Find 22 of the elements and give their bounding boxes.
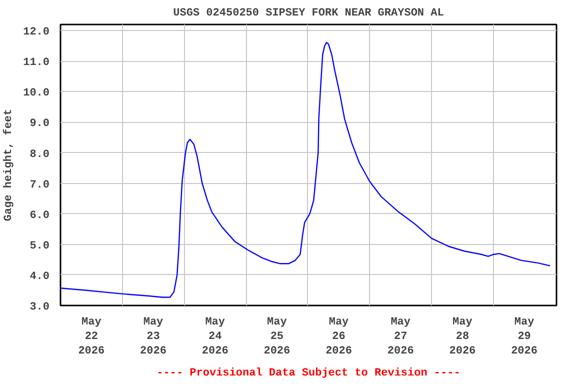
x-tick-label: May 24 2026 xyxy=(202,316,228,358)
y-tick-label: 9.0 xyxy=(30,118,50,130)
y-tick-label: 11.0 xyxy=(23,57,50,70)
x-tick-label: May 29 2026 xyxy=(511,316,538,358)
y-tick-label: 7.0 xyxy=(30,179,50,192)
y-tick-label: 8.0 xyxy=(30,148,50,161)
y-tick-label: 12.0 xyxy=(23,26,50,39)
y-tick-label: 10.0 xyxy=(23,88,50,100)
y-tick-label: 5.0 xyxy=(30,240,50,252)
y-axis-title: Gage height, feet xyxy=(2,108,16,222)
x-tick-label: May 23 2026 xyxy=(140,316,166,358)
x-tick-label: May 28 2026 xyxy=(449,316,476,358)
y-tick-label: 6.0 xyxy=(30,210,50,222)
line-series xyxy=(60,42,551,298)
x-tick-label: May 27 2026 xyxy=(387,316,414,358)
text: ---- Provisional Data Subject to Revision ---- xyxy=(156,368,460,380)
chart-title: USGS 02450250 SIPSEY FORK NEAR GRAYSON AL xyxy=(173,8,444,20)
x-tick-label: May 26 2026 xyxy=(326,316,352,358)
y-tick-label: 3.0 xyxy=(30,302,50,314)
x-tick-label: May 22 2026 xyxy=(78,316,105,358)
x-tick-label: May 25 2026 xyxy=(264,316,290,358)
y-tick-label: 4.0 xyxy=(30,270,50,283)
